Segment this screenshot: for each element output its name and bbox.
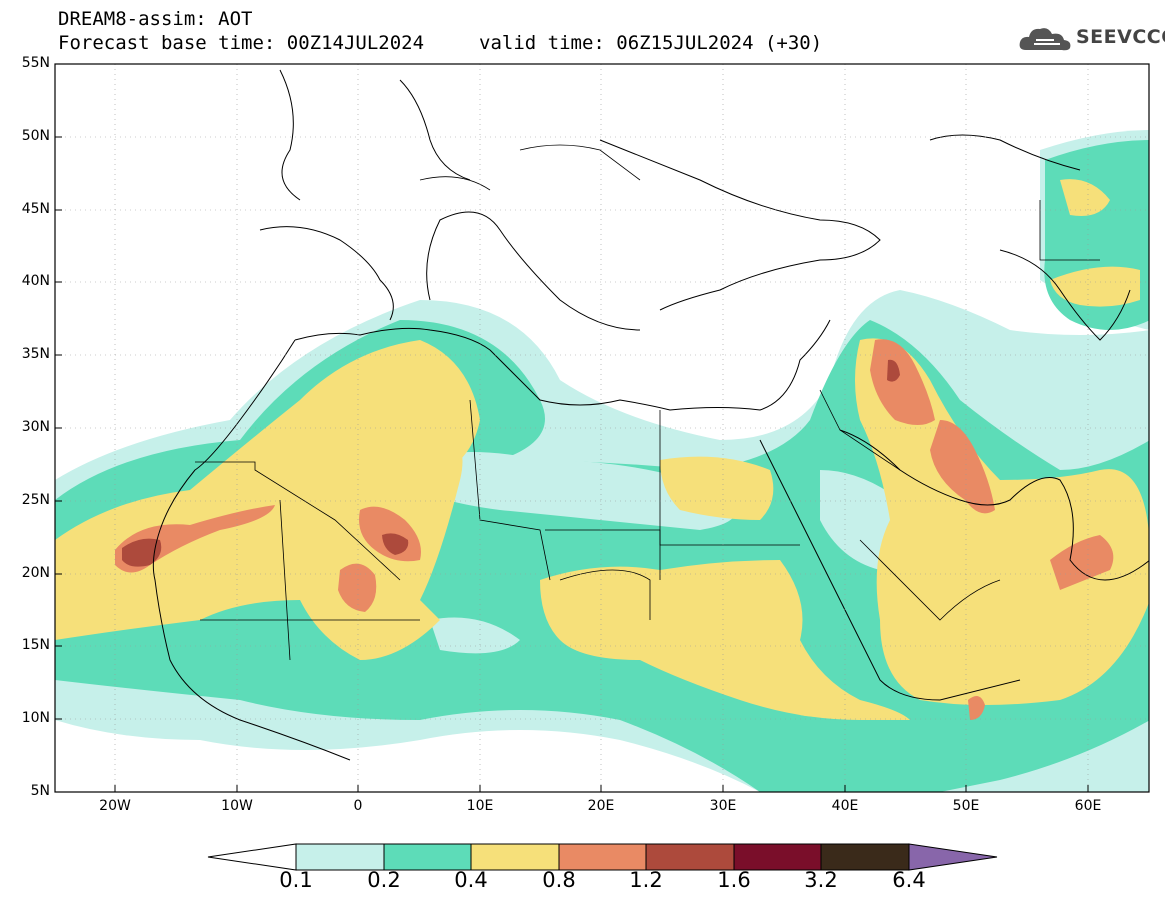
colorbar-swatch-4: [558, 843, 647, 871]
cloud-icon: [1019, 28, 1071, 51]
colorbar-label: 0.2: [367, 868, 401, 892]
aot-contour-0.8: [115, 339, 1114, 720]
colorbar-label: 1.2: [629, 868, 663, 892]
logo-text: SEEVCCC: [1076, 26, 1165, 48]
lon-label: 60E: [1074, 798, 1102, 814]
colorbar-label: 1.6: [717, 868, 751, 892]
aot-contour-0.1-inner: [380, 452, 903, 654]
lat-label: 40N: [21, 273, 50, 289]
lat-label: 35N: [21, 346, 50, 362]
coastlines: [152, 69, 1149, 761]
valid-time: valid time: 06Z15JUL2024 (+30): [479, 32, 823, 54]
lon-label: 50E: [952, 798, 980, 814]
lon-label: 10W: [221, 798, 253, 814]
colorbar-swatch-5: [645, 843, 735, 871]
lon-label: 0: [353, 798, 363, 814]
lon-label: 40E: [831, 798, 859, 814]
lat-label: 15N: [21, 637, 50, 653]
lon-label: 20W: [99, 798, 131, 814]
lon-label: 10E: [466, 798, 494, 814]
country-borders: [195, 144, 1100, 661]
lon-label: 30E: [709, 798, 737, 814]
colorbar-swatch-2: [383, 843, 472, 871]
colorbar-swatch-7: [820, 843, 910, 871]
title-line-2: Forecast base time: 00Z14JUL2024: [58, 32, 425, 54]
lat-label: 5N: [30, 783, 50, 799]
colorbar-swatch-6: [733, 843, 822, 871]
colorbar-swatch-1: [295, 843, 385, 871]
lat-label: 30N: [21, 419, 50, 435]
colorbar-label: 6.4: [892, 868, 926, 892]
colorbar-arrow-high: [908, 843, 998, 871]
lat-label: 55N: [21, 55, 50, 71]
colorbar-arrow-low: [207, 843, 297, 871]
lat-label: 10N: [21, 710, 50, 726]
axis-ticks: [55, 63, 1089, 792]
lat-label: 25N: [21, 492, 50, 508]
colorbar-swatch-3: [470, 843, 560, 871]
colorbar-label: 0.8: [542, 868, 576, 892]
aot-contour-1.2: [122, 359, 900, 567]
lat-label: 50N: [21, 128, 50, 144]
colorbar-label: 0.1: [279, 868, 313, 892]
title-line-1: DREAM8-assim: AOT: [58, 8, 253, 30]
lat-label: 20N: [21, 565, 50, 581]
colorbar: [207, 843, 998, 871]
seevccc-logo: SEEVCCC: [1018, 22, 1165, 56]
lat-label: 45N: [21, 201, 50, 217]
aot-field: [55, 130, 1149, 792]
colorbar-label: 0.4: [454, 868, 488, 892]
lon-label: 20E: [587, 798, 615, 814]
colorbar-label: 3.2: [804, 868, 838, 892]
